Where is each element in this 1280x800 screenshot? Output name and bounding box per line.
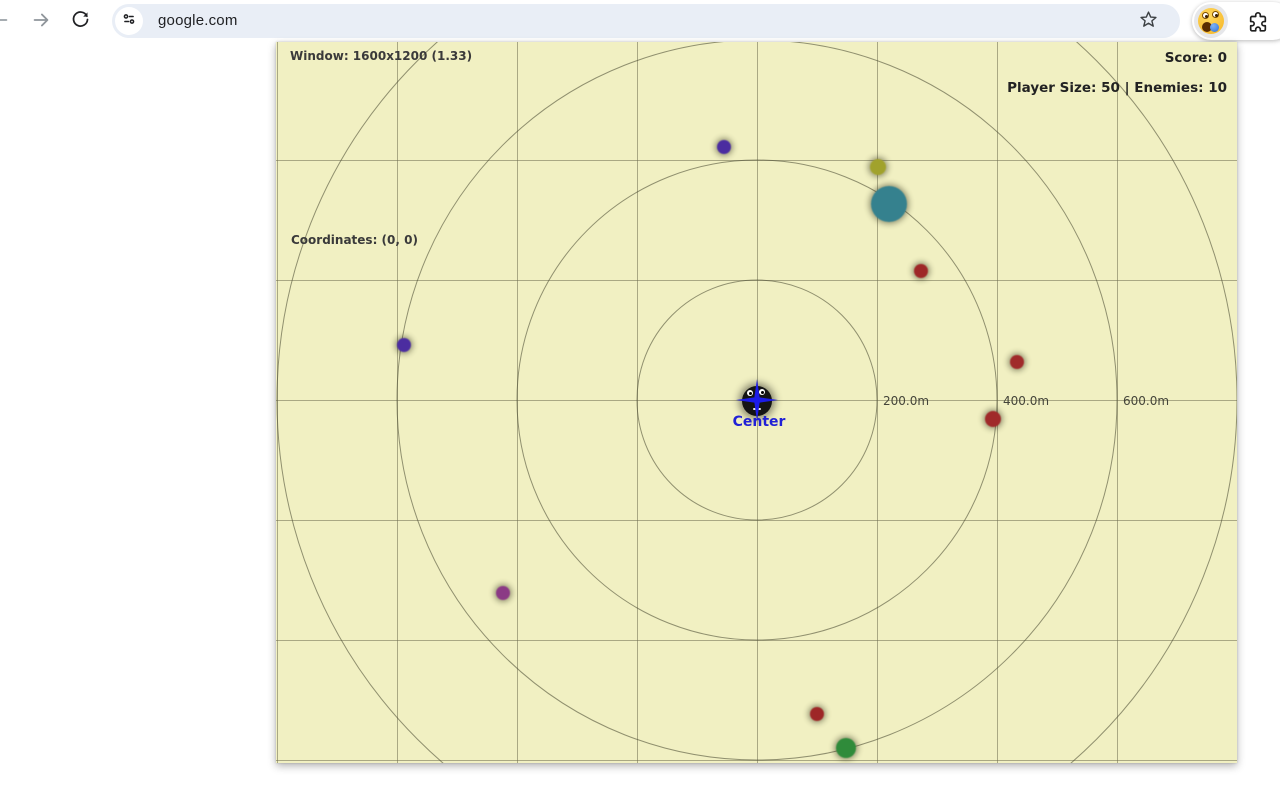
game-canvas[interactable]: Window: 1600x1200 (1.33) Score: 0 Player… <box>276 42 1237 763</box>
ring-distance-label: 600.0m <box>1123 394 1170 408</box>
back-arrow-icon <box>0 9 11 34</box>
coordinates-text: Coordinates: (0, 0) <box>291 233 418 247</box>
player-mouth <box>753 408 756 410</box>
player-mouth <box>758 408 761 410</box>
enemy-dot <box>836 738 856 758</box>
enemy-dot <box>397 338 411 352</box>
shocked-emoji-avatar-icon <box>1198 8 1224 34</box>
url-text[interactable]: google.com <box>158 12 238 29</box>
ring-distance-label: 400.0m <box>1003 394 1050 408</box>
enemy-dot <box>914 264 928 278</box>
reload-button[interactable] <box>66 7 94 35</box>
back-button[interactable] <box>0 7 14 35</box>
enemy-dot <box>1010 355 1024 369</box>
enemy-dot <box>870 159 886 175</box>
ring-distance-label: 200.0m <box>883 394 930 408</box>
player-right-eye-icon <box>759 389 765 395</box>
profile-avatar-button[interactable] <box>1194 4 1228 38</box>
range-ring-circle <box>516 159 998 641</box>
bookmark-button[interactable] <box>1134 7 1162 35</box>
enemy-dot <box>496 586 510 600</box>
window-info-text: Window: 1600x1200 (1.33) <box>290 49 473 63</box>
enemy-dot <box>985 411 1001 427</box>
range-ring-circle <box>636 279 878 521</box>
enemy-dot <box>717 140 731 154</box>
profile-extensions-group <box>1192 2 1280 40</box>
url-bar[interactable]: google.com <box>112 4 1180 38</box>
tune-icon <box>120 10 138 33</box>
player-info-text: Player Size: 50 | Enemies: 10 <box>1007 80 1227 96</box>
score-text: Score: 0 <box>1164 50 1227 66</box>
reload-icon <box>70 9 91 33</box>
range-ring-circle <box>276 42 1237 763</box>
enemy-dot <box>871 186 907 222</box>
forward-button[interactable] <box>27 7 55 35</box>
enemy-dot <box>810 707 824 721</box>
range-ring-circle <box>396 42 1118 761</box>
star-icon <box>1138 9 1159 33</box>
center-label: Center <box>732 414 786 430</box>
browser-toolbar: google.com <box>0 0 1280 42</box>
forward-arrow-icon <box>30 9 52 34</box>
player-left-eye-icon <box>747 390 753 396</box>
extensions-button[interactable] <box>1244 9 1272 37</box>
site-settings-button[interactable] <box>115 7 143 35</box>
center-crosshair-icon <box>736 379 778 421</box>
range-rings <box>276 42 1237 763</box>
puzzle-icon <box>1247 11 1269 36</box>
